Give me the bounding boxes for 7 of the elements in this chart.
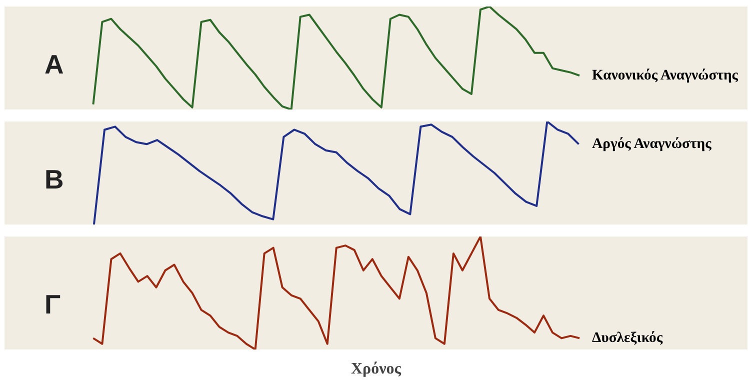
series-label: Δυσλεξικός: [592, 330, 664, 346]
text: Γ: [44, 290, 61, 320]
series-label: Κανονικός Αναγνώστης: [592, 68, 739, 84]
series-label: Αργός Αναγνώστης: [592, 136, 712, 152]
x-axis-title: Χρόνος: [350, 360, 402, 378]
text: Α: [44, 50, 64, 80]
text: Β: [44, 164, 64, 194]
